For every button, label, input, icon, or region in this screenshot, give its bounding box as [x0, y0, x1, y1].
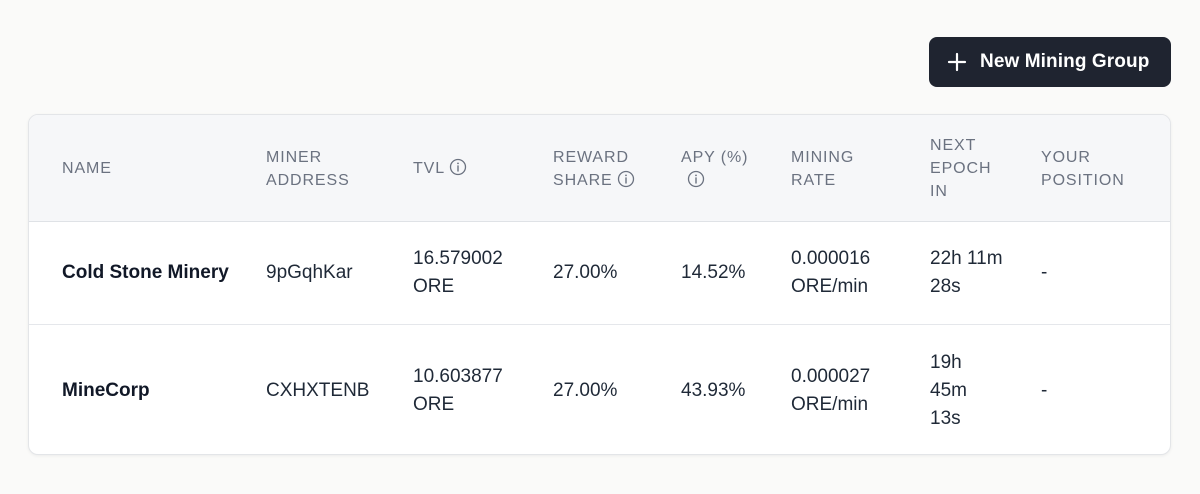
apy-value: 14.52%	[681, 262, 746, 283]
your-position-value: -	[1041, 262, 1048, 283]
apy-value: 43.93%	[681, 379, 746, 401]
reward-share-value: 27.00%	[553, 262, 618, 283]
next-epoch-countdown: 22h 11m 28s	[930, 222, 1030, 324]
info-icon[interactable]	[449, 158, 467, 176]
column-header-mining-rate[interactable]: MINING RATE	[791, 115, 854, 222]
reward-share-value: 27.00%	[553, 379, 618, 401]
new-mining-group-label: New Mining Group	[980, 51, 1150, 72]
tvl-unit: ORE	[413, 276, 455, 297]
tvl-unit: ORE	[413, 393, 455, 415]
epoch-part: 28s	[930, 276, 961, 297]
header-text: RATE	[791, 171, 837, 189]
header-text: MINING	[791, 148, 855, 166]
group-name: MineCorp	[62, 379, 150, 401]
column-header-reward-share[interactable]: REWARD SHARE	[553, 115, 635, 222]
miner-address: CXHXTENB	[266, 379, 370, 401]
table-row[interactable]: MineCorp CXHXTENB 10.603877 ORE 27.00% 4…	[29, 325, 1170, 454]
mining-groups-table: NAME MINER ADDRESS TVL REWARD SHARE	[28, 114, 1171, 455]
group-name: Cold Stone Minery	[62, 262, 229, 283]
epoch-part: 13s	[930, 407, 961, 429]
mining-rate-value: 0.000027 ORE/min	[791, 325, 909, 454]
header-text: YOUR	[1041, 148, 1091, 166]
table-header: NAME MINER ADDRESS TVL REWARD SHARE	[29, 115, 1170, 222]
column-header-tvl[interactable]: TVL	[413, 115, 467, 222]
epoch-part: 22h 11m	[930, 248, 1003, 269]
table-row[interactable]: Cold Stone Minery 9pGqhKar 16.579002 ORE…	[29, 222, 1170, 325]
rate-amount: 0.000016	[791, 248, 871, 269]
epoch-part: 19h	[930, 351, 962, 373]
header-text: APY (%)	[681, 148, 749, 166]
header-text: REWARD	[553, 148, 629, 166]
epoch-part: 45m	[930, 379, 967, 401]
tvl-value: 10.603877 ORE	[413, 325, 543, 454]
rate-amount: 0.000027	[791, 365, 871, 387]
header-text: IN	[930, 183, 948, 200]
info-icon[interactable]	[617, 170, 635, 188]
header-text: MINER	[266, 148, 323, 166]
rate-unit: ORE/min	[791, 276, 869, 297]
column-header-name[interactable]: NAME	[62, 160, 112, 177]
tvl-value: 16.579002 ORE	[413, 222, 543, 324]
column-header-apy[interactable]: APY (%)	[681, 115, 748, 222]
header-text: ADDRESS	[266, 171, 350, 189]
header-text: SHARE	[553, 171, 613, 189]
header-text: NEXT	[930, 137, 977, 154]
tvl-amount: 10.603877	[413, 365, 503, 387]
header-text: POSITION	[1041, 171, 1125, 189]
info-icon[interactable]	[687, 170, 705, 188]
plus-icon	[947, 52, 967, 72]
tvl-amount: 16.579002	[413, 248, 503, 269]
your-position-value: -	[1041, 379, 1048, 401]
next-epoch-countdown: 19h 45m 13s	[930, 325, 980, 454]
column-header-miner-address[interactable]: MINER ADDRESS	[266, 115, 350, 222]
new-mining-group-button[interactable]: New Mining Group	[929, 37, 1171, 87]
column-header-next-epoch[interactable]: NEXT EPOCH IN	[930, 115, 991, 222]
column-header-your-position[interactable]: YOUR POSITION	[1041, 115, 1125, 222]
header-text: TVL	[413, 160, 446, 177]
header-text: EPOCH	[930, 160, 992, 177]
miner-address: 9pGqhKar	[266, 262, 353, 283]
mining-rate-value: 0.000016 ORE/min	[791, 222, 909, 324]
rate-unit: ORE/min	[791, 393, 869, 415]
